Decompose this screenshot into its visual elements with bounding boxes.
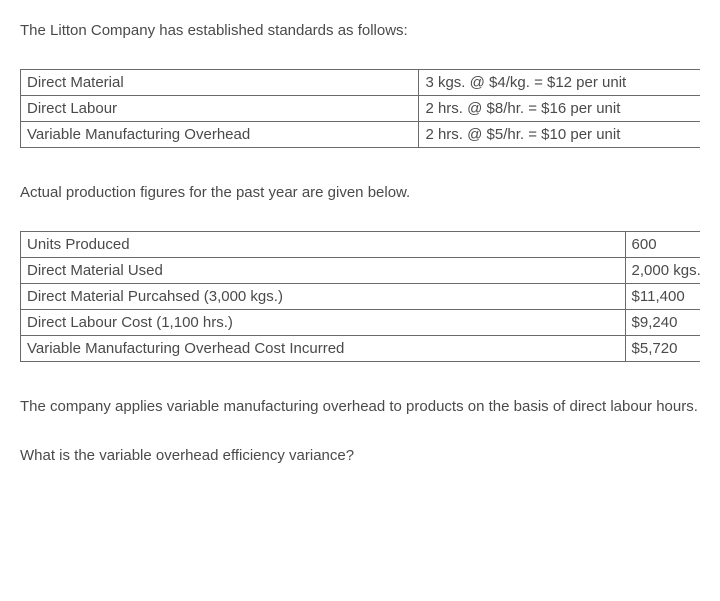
standards-value: 2 hrs. @ $5/hr. = $10 per unit: [419, 122, 700, 148]
actuals-value: 2,000 kgs.: [625, 258, 700, 284]
table-row: Direct Labour Cost (1,100 hrs.) $9,240: [21, 310, 701, 336]
standards-label: Direct Labour: [21, 96, 419, 122]
table-row: Direct Labour 2 hrs. @ $8/hr. = $16 per …: [21, 96, 701, 122]
question-text: What is the variable overhead efficiency…: [20, 445, 700, 466]
table-row: Variable Manufacturing Overhead 2 hrs. @…: [21, 122, 701, 148]
actuals-value: $11,400: [625, 284, 700, 310]
standards-table: Direct Material 3 kgs. @ $4/kg. = $12 pe…: [20, 69, 700, 148]
actuals-label: Units Produced: [21, 232, 626, 258]
table-row: Units Produced 600: [21, 232, 701, 258]
actuals-table-wrap: Units Produced 600 Direct Material Used …: [20, 231, 700, 396]
standards-label: Variable Manufacturing Overhead: [21, 122, 419, 148]
actuals-value: 600: [625, 232, 700, 258]
standards-table-wrap: Direct Material 3 kgs. @ $4/kg. = $12 pe…: [20, 69, 700, 182]
actuals-label: Direct Material Used: [21, 258, 626, 284]
table-row: Direct Material 3 kgs. @ $4/kg. = $12 pe…: [21, 70, 701, 96]
standards-label: Direct Material: [21, 70, 419, 96]
table-row: Variable Manufacturing Overhead Cost Inc…: [21, 336, 701, 362]
standards-value: 2 hrs. @ $8/hr. = $16 per unit: [419, 96, 700, 122]
actuals-value: $5,720: [625, 336, 700, 362]
table-row: Direct Material Purcahsed (3,000 kgs.) $…: [21, 284, 701, 310]
actuals-table: Units Produced 600 Direct Material Used …: [20, 231, 700, 362]
table-row: Direct Material Used 2,000 kgs.: [21, 258, 701, 284]
actuals-label: Direct Material Purcahsed (3,000 kgs.): [21, 284, 626, 310]
actuals-value: $9,240: [625, 310, 700, 336]
standards-value: 3 kgs. @ $4/kg. = $12 per unit: [419, 70, 700, 96]
actuals-label: Variable Manufacturing Overhead Cost Inc…: [21, 336, 626, 362]
intro-text: The Litton Company has established stand…: [20, 20, 700, 41]
actuals-intro-text: Actual production figures for the past y…: [20, 182, 700, 203]
actuals-label: Direct Labour Cost (1,100 hrs.): [21, 310, 626, 336]
note-text: The company applies variable manufacturi…: [20, 396, 700, 417]
